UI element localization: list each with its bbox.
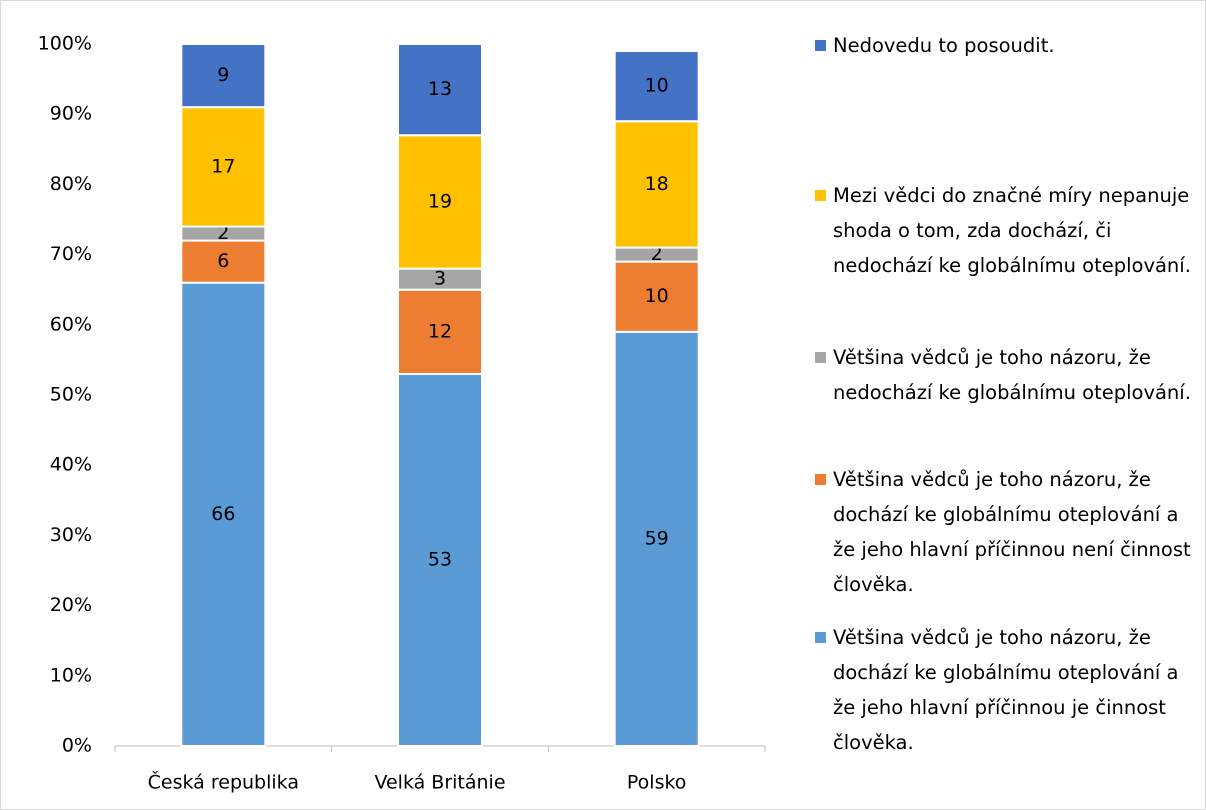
legend-swatch xyxy=(815,40,826,51)
data-label: 19 xyxy=(428,190,452,212)
legend-item: Většina vědců je toho názoru, že dochází… xyxy=(815,462,1200,602)
bar-segment xyxy=(397,43,483,137)
y-tick-label: 40% xyxy=(50,454,92,476)
data-label: 9 xyxy=(217,64,229,86)
data-label: 10 xyxy=(645,75,669,97)
legend-label: Nedovedu to posoudit. xyxy=(833,34,1055,57)
legend-swatch xyxy=(815,474,826,485)
y-tick-label: 80% xyxy=(50,173,92,195)
data-label: 18 xyxy=(645,173,669,195)
legend-swatch xyxy=(815,632,826,643)
data-label: 53 xyxy=(428,548,452,570)
legend-label: Většina vědců je toho názoru, že nedochá… xyxy=(833,346,1191,404)
bar-segment xyxy=(397,288,483,375)
bar-segment xyxy=(613,50,700,123)
data-label: 2 xyxy=(217,222,229,244)
legend-label: Mezi vědci do značné míry nepanuje shoda… xyxy=(833,184,1191,277)
data-label: 17 xyxy=(211,155,235,177)
bar-segment xyxy=(180,43,267,109)
y-tick-label: 0% xyxy=(62,735,92,757)
bar-segment xyxy=(397,372,483,747)
data-label: 12 xyxy=(428,320,452,342)
data-label: 10 xyxy=(645,285,669,307)
data-label: 3 xyxy=(434,268,446,290)
y-tick-label: 20% xyxy=(50,594,92,616)
legend-item: Většina vědců je toho názoru, že dochází… xyxy=(815,620,1200,760)
legend-label: Většina vědců je toho názoru, že dochází… xyxy=(833,468,1191,596)
bar-segment xyxy=(180,239,267,284)
y-tick-label: 10% xyxy=(50,664,92,686)
x-tick-label: Velká Británie xyxy=(374,772,505,794)
bar-segment xyxy=(180,106,267,228)
data-label: 59 xyxy=(645,527,669,549)
data-label: 13 xyxy=(428,78,452,100)
data-label: 6 xyxy=(217,250,229,272)
y-tick-label: 100% xyxy=(38,33,92,55)
x-tick-label: Polsko xyxy=(627,772,687,794)
data-label: 2 xyxy=(651,243,663,265)
legend-item: Mezi vědci do značné míry nepanuje shoda… xyxy=(815,178,1200,283)
legend-swatch xyxy=(815,190,826,201)
y-tick-label: 70% xyxy=(50,243,92,265)
data-label: 66 xyxy=(211,503,235,525)
bar-segment xyxy=(397,134,483,270)
y-tick-label: 60% xyxy=(50,313,92,335)
y-tick-label: 30% xyxy=(50,524,92,546)
y-tick-label: 90% xyxy=(50,103,92,125)
legend-item: Většina vědců je toho názoru, že nedochá… xyxy=(815,340,1200,410)
bar-segment xyxy=(180,281,267,747)
bar-segment xyxy=(613,330,700,747)
legend-item: Nedovedu to posoudit. xyxy=(815,28,1200,63)
x-tick-label: Česká republika xyxy=(148,770,299,794)
y-tick-label: 50% xyxy=(50,384,92,406)
legend-swatch xyxy=(815,352,826,363)
legend-label: Většina vědců je toho názoru, že dochází… xyxy=(833,626,1179,754)
